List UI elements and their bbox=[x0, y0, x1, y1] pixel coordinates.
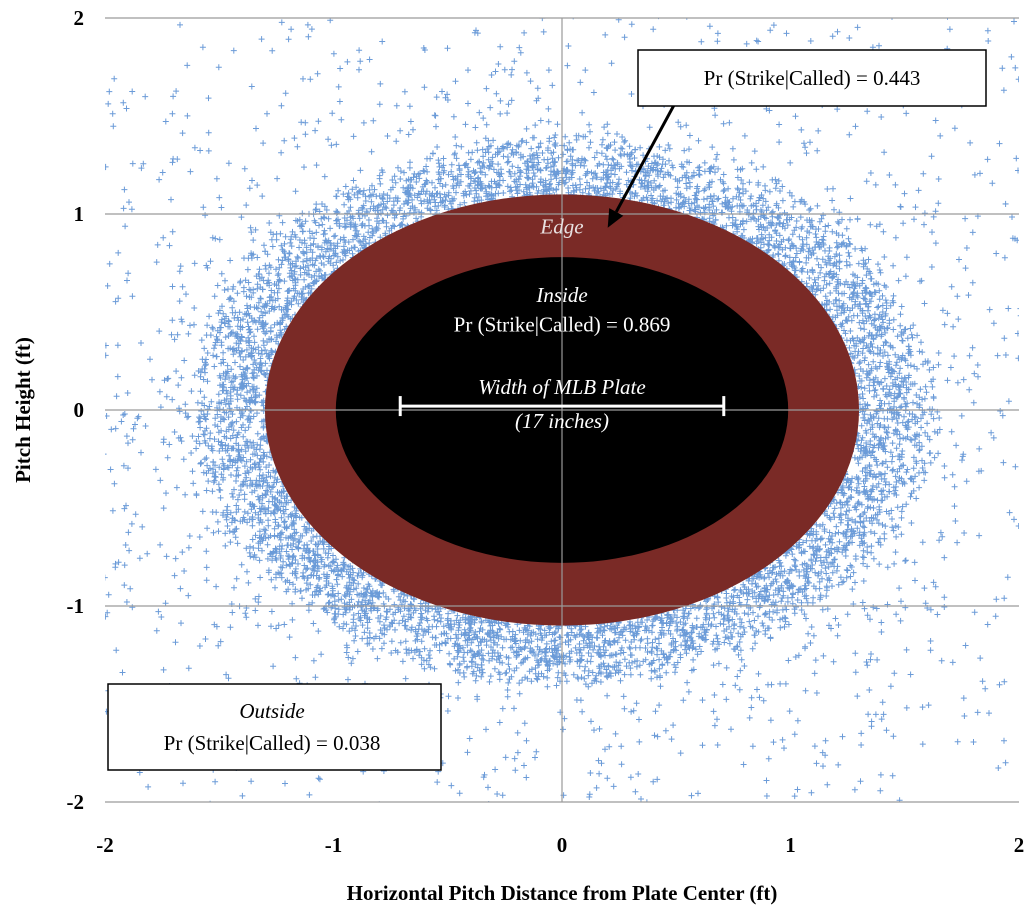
inside-region-label: Inside bbox=[535, 283, 587, 307]
x-tick-label: -2 bbox=[96, 833, 114, 857]
outside-callout-box bbox=[107, 683, 442, 771]
outside-probability-text: Pr (Strike|Called) = 0.038 bbox=[164, 731, 381, 755]
edge-probability-callout: Pr (Strike|Called) = 0.443 bbox=[607, 49, 987, 228]
x-tick-label: 0 bbox=[557, 833, 568, 857]
y-tick-label: 0 bbox=[74, 398, 85, 422]
inside-probability-text: Pr (Strike|Called) = 0.869 bbox=[454, 313, 671, 337]
x-tick-label: 1 bbox=[785, 833, 796, 857]
plate-width-bar bbox=[398, 396, 726, 417]
plate-width-inches-label: (17 inches) bbox=[515, 409, 609, 433]
edge-callout-box bbox=[637, 49, 987, 107]
outside-probability-callout: Outside Pr (Strike|Called) = 0.038 bbox=[107, 683, 442, 771]
tick-labels: -2 -1 0 1 2 2 1 0 -1 -2 bbox=[67, 6, 1025, 857]
edge-region-label: Edge bbox=[539, 215, 583, 239]
y-tick-label: -2 bbox=[67, 790, 85, 814]
y-tick-label: 1 bbox=[74, 202, 85, 226]
plate-width-label: Width of MLB Plate bbox=[478, 375, 645, 399]
x-tick-label: 2 bbox=[1014, 833, 1025, 857]
outside-region-label: Outside bbox=[239, 699, 304, 723]
callout-arrow-head bbox=[607, 208, 624, 228]
callout-arrow-line bbox=[614, 91, 683, 213]
y-tick-label: 2 bbox=[74, 6, 85, 30]
x-axis-title: Horizontal Pitch Distance from Plate Cen… bbox=[347, 881, 778, 905]
gridlines bbox=[105, 17, 1019, 803]
y-axis-title: Pitch Height (ft) bbox=[11, 337, 35, 483]
x-tick-label: -1 bbox=[325, 833, 343, 857]
y-tick-label: -1 bbox=[67, 594, 85, 618]
edge-probability-text: Pr (Strike|Called) = 0.443 bbox=[704, 66, 921, 90]
